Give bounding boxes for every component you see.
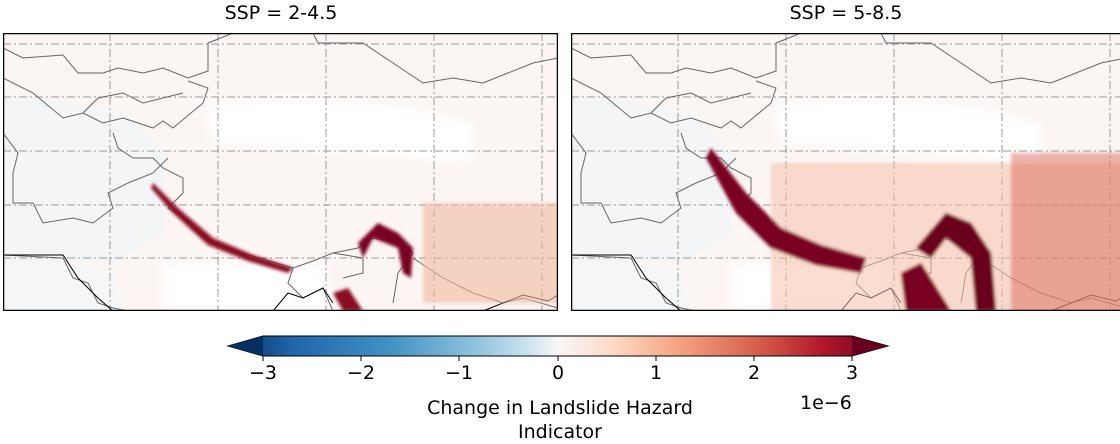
colorbar-tick: −1: [429, 362, 489, 384]
colorbar-tick: 0: [528, 362, 588, 384]
map-panel-ssp245: [3, 33, 558, 311]
colorbar-extend-low: [228, 336, 263, 356]
colorbar-label: Change in Landslide Hazard Indicator: [330, 396, 790, 444]
colorbar-tick: 2: [724, 362, 784, 384]
map-panel-ssp585: [571, 33, 1120, 313]
colorbar-tick: −3: [233, 362, 293, 384]
colorbar-tick: 1: [626, 362, 686, 384]
colorbar-exponent: 1e−6: [800, 392, 852, 414]
colorbar-extend-high: [852, 336, 888, 356]
colorbar-tick: −2: [331, 362, 391, 384]
colorbar-label-line1: Change in Landslide Hazard: [330, 396, 790, 420]
colorbar-bar: [228, 336, 888, 356]
colorbar: [228, 336, 888, 361]
colorbar-label-line2: Indicator: [330, 420, 790, 444]
colorbar-tick: 3: [822, 362, 882, 384]
